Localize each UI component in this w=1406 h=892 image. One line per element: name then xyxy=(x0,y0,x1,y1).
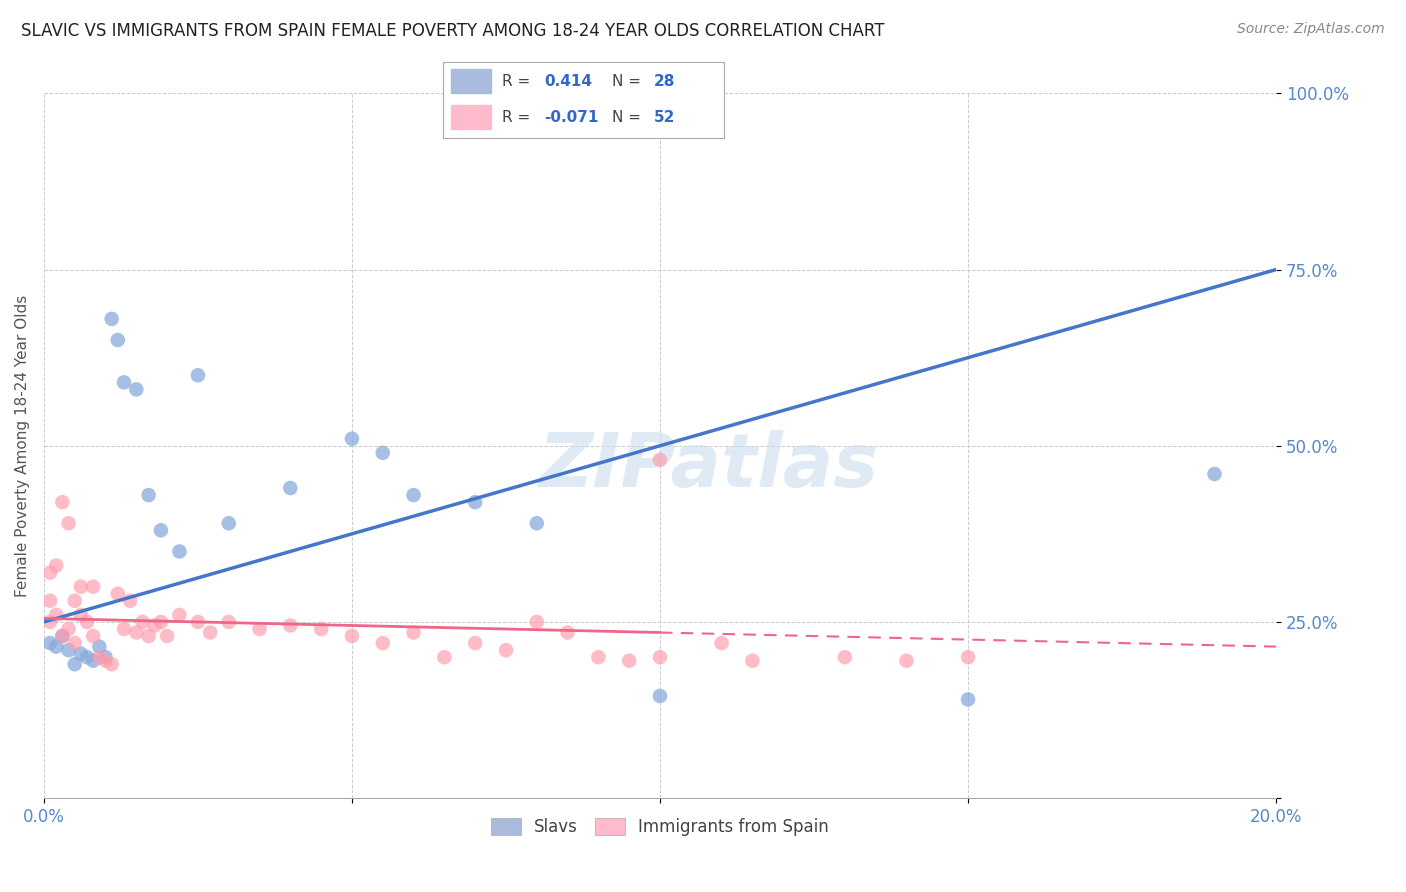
Point xyxy=(63,657,86,672)
Point xyxy=(896,654,918,668)
Point xyxy=(218,516,240,531)
Point xyxy=(39,566,62,580)
Point xyxy=(187,368,209,383)
Point xyxy=(138,488,160,502)
Point xyxy=(169,544,191,558)
Point xyxy=(51,495,73,509)
Point xyxy=(340,629,363,643)
Bar xyxy=(451,105,491,129)
Point xyxy=(58,516,80,531)
Text: 52: 52 xyxy=(654,110,675,125)
Legend: Slavs, Immigrants from Spain: Slavs, Immigrants from Spain xyxy=(484,811,835,843)
Point xyxy=(278,618,301,632)
Text: ZIPatlas: ZIPatlas xyxy=(540,431,879,503)
Point xyxy=(112,622,135,636)
Point xyxy=(76,615,98,629)
Point xyxy=(70,580,93,594)
Point xyxy=(100,311,122,326)
Text: N =: N = xyxy=(612,110,641,125)
Point xyxy=(45,607,67,622)
Text: Source: ZipAtlas.com: Source: ZipAtlas.com xyxy=(1237,22,1385,37)
Point xyxy=(45,640,67,654)
Point xyxy=(710,636,733,650)
Point xyxy=(648,650,671,665)
Point xyxy=(495,643,517,657)
Point xyxy=(957,650,980,665)
Point xyxy=(51,629,73,643)
Point xyxy=(278,481,301,495)
Point xyxy=(94,650,117,665)
Point xyxy=(433,650,456,665)
Point xyxy=(82,580,104,594)
Point xyxy=(588,650,610,665)
Text: 28: 28 xyxy=(654,74,675,89)
Point xyxy=(371,446,394,460)
Point xyxy=(94,654,117,668)
Text: -0.071: -0.071 xyxy=(544,110,599,125)
Point xyxy=(156,629,179,643)
Point xyxy=(834,650,856,665)
Point xyxy=(464,495,486,509)
Point xyxy=(58,622,80,636)
Point xyxy=(1204,467,1226,481)
Point xyxy=(402,488,425,502)
Point xyxy=(340,432,363,446)
Point xyxy=(200,625,222,640)
Point xyxy=(120,594,142,608)
Text: 0.414: 0.414 xyxy=(544,74,592,89)
Point xyxy=(187,615,209,629)
Text: SLAVIC VS IMMIGRANTS FROM SPAIN FEMALE POVERTY AMONG 18-24 YEAR OLDS CORRELATION: SLAVIC VS IMMIGRANTS FROM SPAIN FEMALE P… xyxy=(21,22,884,40)
Point xyxy=(619,654,641,668)
Point xyxy=(39,615,62,629)
Point xyxy=(107,333,129,347)
Text: R =: R = xyxy=(502,74,530,89)
Point xyxy=(82,654,104,668)
Point xyxy=(526,615,548,629)
Y-axis label: Female Poverty Among 18-24 Year Olds: Female Poverty Among 18-24 Year Olds xyxy=(15,294,30,597)
Point xyxy=(39,636,62,650)
Point xyxy=(402,625,425,640)
Point xyxy=(218,615,240,629)
Point xyxy=(648,453,671,467)
Point xyxy=(89,640,111,654)
Point xyxy=(51,629,73,643)
Point xyxy=(58,643,80,657)
Point xyxy=(70,607,93,622)
Point xyxy=(125,383,148,397)
Point xyxy=(107,587,129,601)
Point xyxy=(957,692,980,706)
Point xyxy=(741,654,763,668)
Point xyxy=(149,524,172,538)
Point xyxy=(100,657,122,672)
Point xyxy=(131,615,153,629)
Text: R =: R = xyxy=(502,110,530,125)
Bar xyxy=(451,69,491,93)
Point xyxy=(309,622,332,636)
Point xyxy=(63,636,86,650)
Point xyxy=(149,615,172,629)
Point xyxy=(464,636,486,650)
Point xyxy=(39,594,62,608)
Point xyxy=(143,618,166,632)
Point xyxy=(648,689,671,703)
Point xyxy=(45,558,67,573)
Point xyxy=(557,625,579,640)
Point xyxy=(526,516,548,531)
Point xyxy=(112,376,135,390)
Point xyxy=(82,629,104,643)
Point xyxy=(70,647,93,661)
Point xyxy=(63,594,86,608)
Point xyxy=(138,629,160,643)
Point xyxy=(169,607,191,622)
Point xyxy=(76,650,98,665)
Point xyxy=(249,622,271,636)
Text: N =: N = xyxy=(612,74,641,89)
Point xyxy=(371,636,394,650)
Point xyxy=(89,650,111,665)
Point xyxy=(125,625,148,640)
